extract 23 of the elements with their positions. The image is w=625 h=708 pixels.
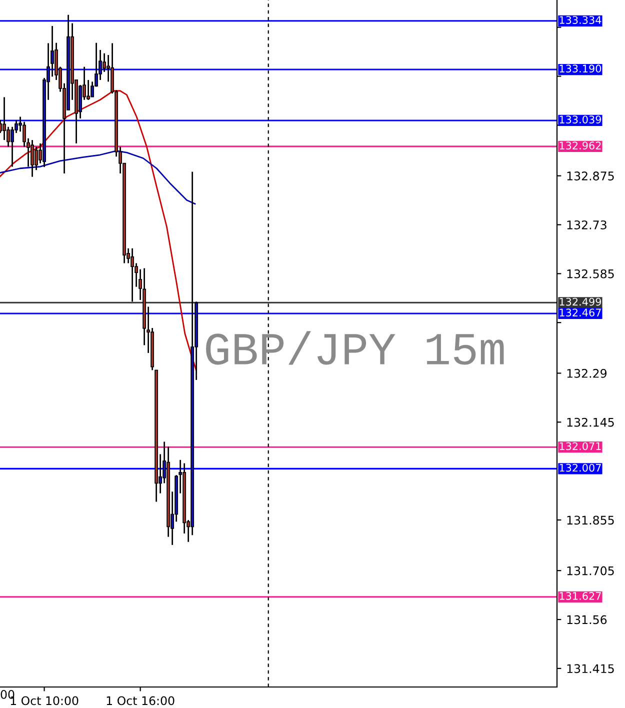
x-tick-label: 1 Oct 16:00 <box>106 696 174 706</box>
y-tick-label: 132.145 <box>567 418 614 427</box>
y-tick-label: 132.29 <box>567 368 607 378</box>
candlestick <box>130 248 134 302</box>
ref-line-label: 133.190 <box>560 64 602 73</box>
y-tick-label: 131.855 <box>567 516 614 525</box>
candlestick <box>34 146 38 171</box>
y-tick-label: 131.56 <box>567 615 607 624</box>
ref-line-label: 132.499 <box>560 298 602 306</box>
y-tick-label: 131.415 <box>567 664 614 674</box>
y-tick-label: 132.73 <box>567 220 606 230</box>
ref-line-label: 132.071 <box>560 442 601 450</box>
y-tick-label: 132.875 <box>567 172 614 180</box>
y-tick-label: 132.585 <box>567 269 614 278</box>
ref-line-label: 132.467 <box>560 308 601 316</box>
y-tick-label: 131.705 <box>567 566 614 576</box>
ref-line-label: 133.334 <box>560 16 602 24</box>
ref-line-label: 132.007 <box>560 464 601 472</box>
ref-line-label: 131.627 <box>560 592 601 600</box>
text: GBP/JPY 15m <box>206 331 504 365</box>
ref-line-label: 133.039 <box>560 116 602 124</box>
candlestick <box>30 139 34 178</box>
ref-line-label: 132.962 <box>560 142 601 150</box>
